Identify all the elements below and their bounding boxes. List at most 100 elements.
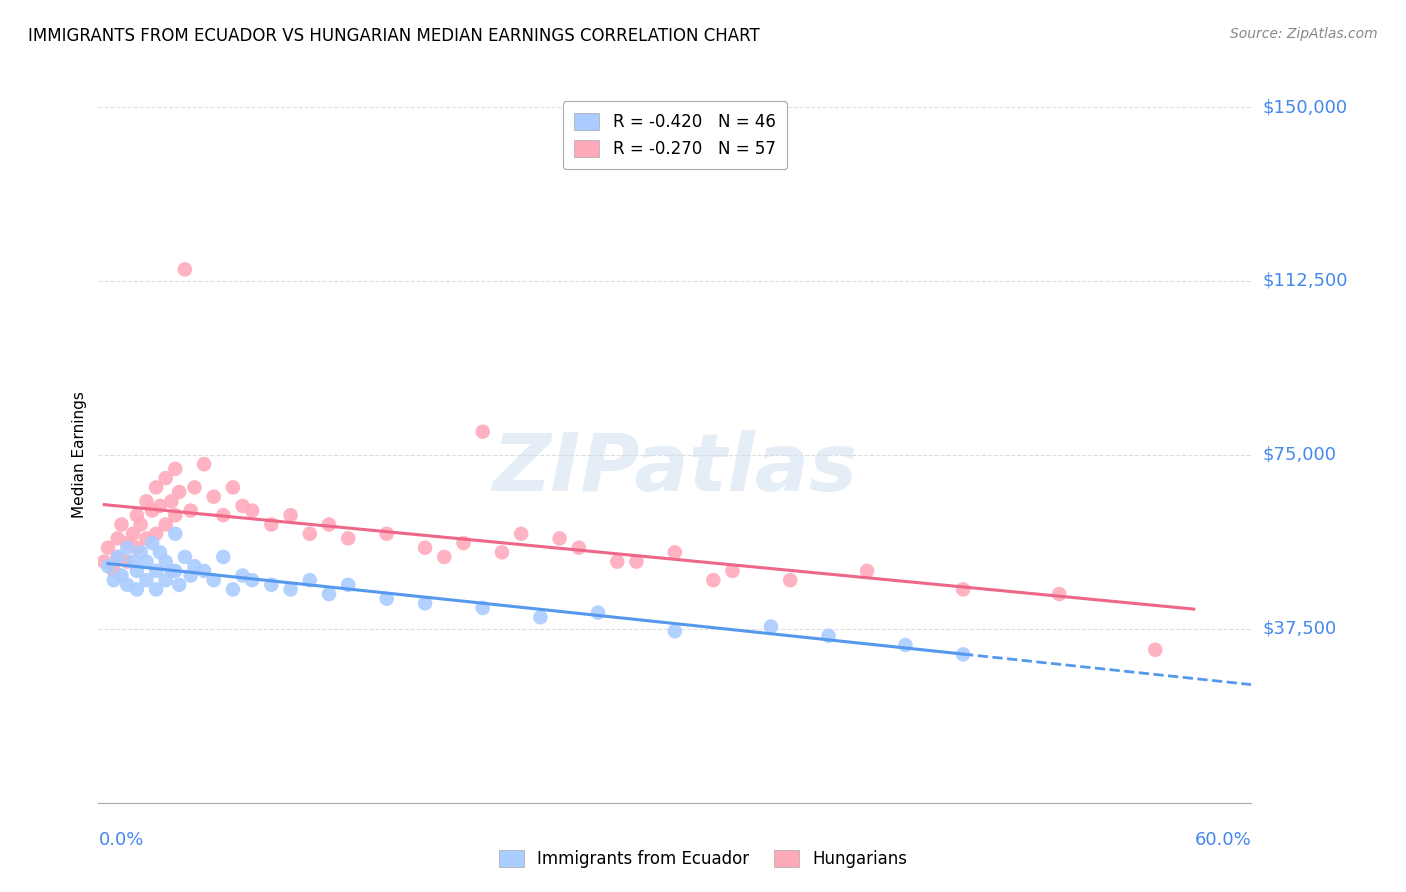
Point <box>952 582 974 597</box>
Point <box>529 610 551 624</box>
Text: 60.0%: 60.0% <box>1195 830 1251 848</box>
Point <box>626 555 648 569</box>
Point <box>260 578 283 592</box>
Point <box>117 541 138 555</box>
Point <box>280 508 302 523</box>
Point <box>759 619 782 633</box>
Point <box>413 596 436 610</box>
Point <box>180 568 202 582</box>
Point <box>155 573 177 587</box>
Point <box>103 573 125 587</box>
Point <box>586 606 609 620</box>
Point <box>240 503 263 517</box>
Point <box>135 573 157 587</box>
Point <box>280 582 302 597</box>
Point <box>107 549 129 564</box>
Point <box>240 573 263 587</box>
Text: $150,000: $150,000 <box>1263 98 1348 116</box>
Point <box>167 578 190 592</box>
Point <box>110 568 132 582</box>
Point <box>231 568 254 582</box>
Point <box>318 587 340 601</box>
Point <box>145 480 167 494</box>
Point <box>129 545 152 559</box>
Point <box>160 494 183 508</box>
Text: ZIPatlas: ZIPatlas <box>492 430 858 508</box>
Point <box>222 480 245 494</box>
Point <box>117 578 138 592</box>
Point <box>141 536 163 550</box>
Point <box>952 648 974 662</box>
Point <box>222 582 245 597</box>
Point <box>125 508 148 523</box>
Point <box>110 517 132 532</box>
Point <box>135 494 157 508</box>
Point <box>298 573 321 587</box>
Point <box>155 471 177 485</box>
Point <box>606 555 628 569</box>
Point <box>149 545 172 559</box>
Point <box>548 532 571 546</box>
Point <box>664 545 686 559</box>
Point <box>337 578 360 592</box>
Point <box>125 582 148 597</box>
Point <box>856 564 879 578</box>
Point <box>260 517 283 532</box>
Text: Source: ZipAtlas.com: Source: ZipAtlas.com <box>1230 27 1378 41</box>
Point <box>174 549 197 564</box>
Text: $75,000: $75,000 <box>1263 446 1337 464</box>
Point <box>212 549 235 564</box>
Point <box>664 624 686 639</box>
Point <box>165 564 187 578</box>
Point <box>375 526 398 541</box>
Point <box>471 601 494 615</box>
Point <box>165 508 187 523</box>
Point <box>202 490 225 504</box>
Point <box>135 532 157 546</box>
Point <box>155 555 177 569</box>
Text: $37,500: $37,500 <box>1263 620 1337 638</box>
Point <box>721 564 744 578</box>
Point <box>510 526 533 541</box>
Point <box>145 526 167 541</box>
Point <box>298 526 321 541</box>
Point <box>375 591 398 606</box>
Point <box>202 573 225 587</box>
Text: $112,500: $112,500 <box>1263 272 1348 290</box>
Point <box>193 457 215 471</box>
Point <box>97 559 120 574</box>
Point <box>107 549 129 564</box>
Point <box>122 555 145 569</box>
Point <box>167 485 190 500</box>
Point <box>174 262 197 277</box>
Point <box>155 517 177 532</box>
Point <box>165 462 187 476</box>
Point <box>160 564 183 578</box>
Point <box>183 559 205 574</box>
Point <box>231 499 254 513</box>
Point <box>413 541 436 555</box>
Y-axis label: Median Earnings: Median Earnings <box>72 392 87 518</box>
Point <box>149 499 172 513</box>
Point <box>1047 587 1070 601</box>
Point <box>122 526 145 541</box>
Point <box>165 526 187 541</box>
Point <box>491 545 513 559</box>
Point <box>193 564 215 578</box>
Point <box>568 541 591 555</box>
Point <box>145 582 167 597</box>
Point <box>212 508 235 523</box>
Legend: R = -0.420   N = 46, R = -0.270   N = 57: R = -0.420 N = 46, R = -0.270 N = 57 <box>562 102 787 169</box>
Point <box>141 503 163 517</box>
Legend: Immigrants from Ecuador, Hungarians: Immigrants from Ecuador, Hungarians <box>492 843 914 875</box>
Point <box>471 425 494 439</box>
Point <box>125 564 148 578</box>
Point <box>180 503 202 517</box>
Text: IMMIGRANTS FROM ECUADOR VS HUNGARIAN MEDIAN EARNINGS CORRELATION CHART: IMMIGRANTS FROM ECUADOR VS HUNGARIAN MED… <box>28 27 759 45</box>
Point <box>93 555 115 569</box>
Point <box>135 555 157 569</box>
Point <box>337 532 360 546</box>
Point <box>129 517 152 532</box>
Point <box>433 549 456 564</box>
Point <box>107 532 129 546</box>
